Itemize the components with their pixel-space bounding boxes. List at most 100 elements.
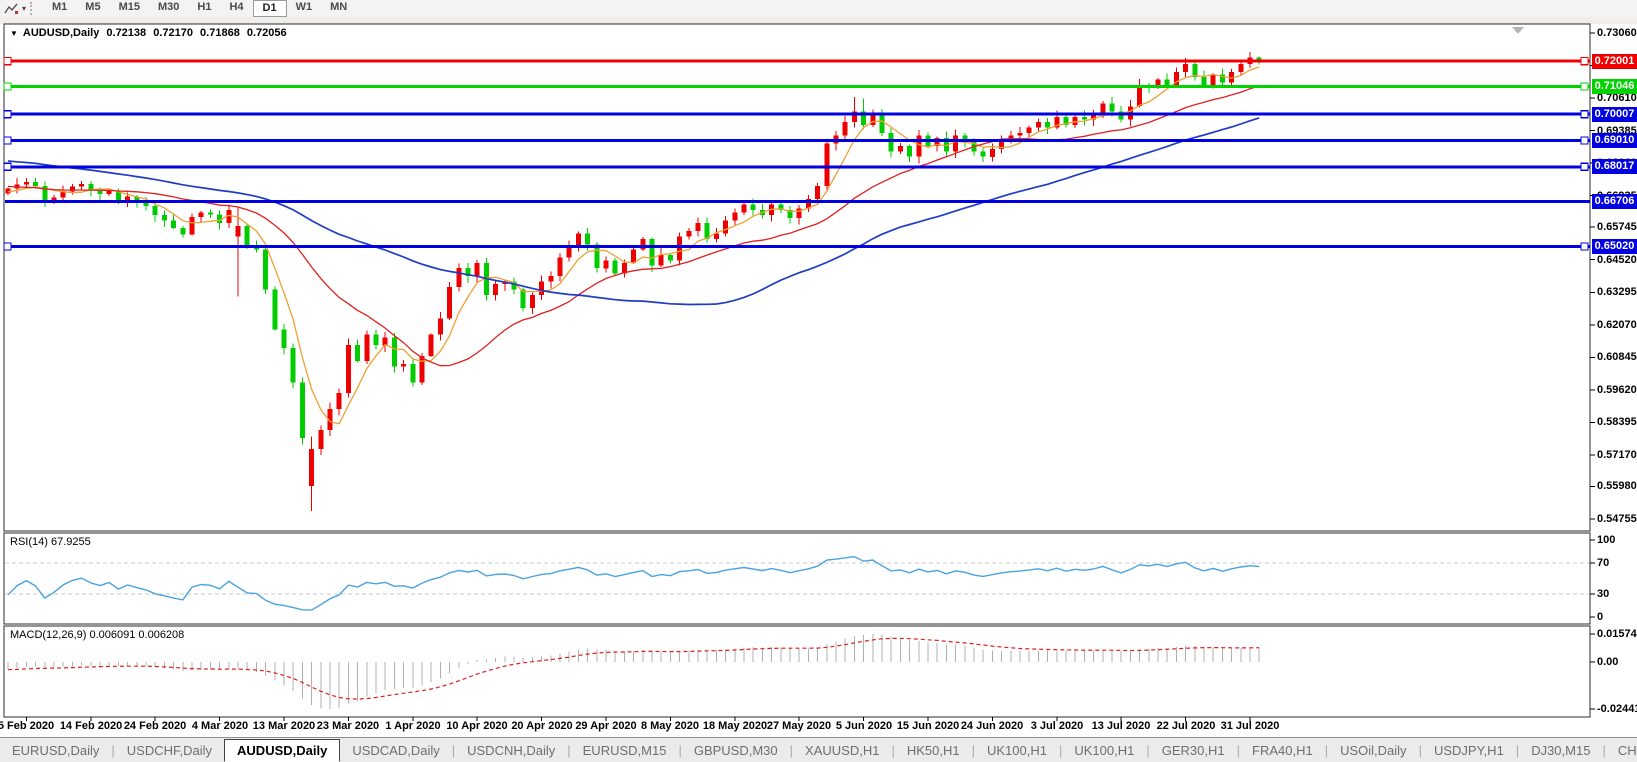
date-axis-label: 31 Jul 2020 (1220, 720, 1280, 732)
chevron-down-icon[interactable]: ▾ (22, 4, 27, 13)
macd-axis-tick: -0.024411 (1597, 703, 1637, 715)
price-axis-tick: 0.57170 (1597, 449, 1637, 461)
horizontal-level-line-0.70007[interactable] (5, 112, 1590, 116)
horizontal-level-line-0.71046[interactable] (5, 85, 1590, 88)
main-chart-panel[interactable] (3, 23, 1591, 532)
window-chrome-strip (0, 17, 1637, 24)
line-handle[interactable] (1580, 242, 1589, 251)
chart-line-tool-icon[interactable] (4, 3, 19, 15)
chart-tab-uk100-h1[interactable]: UK100,H1 (986, 743, 1047, 758)
tab-separator: | (1418, 743, 1422, 758)
toolbar-grip-handle[interactable] (30, 2, 37, 15)
macd-axis-tick: 0.00 (1597, 656, 1619, 668)
date-axis-label: 18 May 2020 (702, 720, 768, 732)
quote-close: 0.72056 (246, 27, 287, 39)
timeframe-button-h1[interactable]: H1 (197, 1, 212, 13)
date-axis-label: 20 Apr 2020 (511, 720, 573, 732)
timeframe-button-h4[interactable]: H4 (229, 1, 244, 13)
horizontal-level-line-0.68017[interactable] (5, 165, 1590, 169)
horizontal-level-line-0.69010[interactable] (5, 139, 1590, 142)
date-axis-label: 5 Feb 2020 (0, 720, 55, 732)
date-axis-label: 13 Jul 2020 (1091, 720, 1151, 732)
date-axis-label: 5 Jun 2020 (835, 720, 893, 732)
symbol-dropdown-icon[interactable]: ▼ (10, 29, 18, 38)
price-level-box: 0.71046 (1592, 79, 1637, 94)
candlestick-series (5, 51, 1262, 512)
timeframe-button-m1[interactable]: M1 (52, 1, 68, 13)
chart-tab-usdcnh-daily[interactable]: USDCNH,Daily (467, 743, 556, 758)
date-axis-label: 15 Jun 2020 (896, 720, 960, 732)
chart-tab-china300-h4[interactable]: CHINA300,H4 (1617, 743, 1637, 758)
price-axis-tick: 0.65745 (1597, 221, 1637, 233)
timeframe-button-d1[interactable]: D1 (252, 0, 287, 17)
price-level-box: 0.72001 (1592, 54, 1637, 69)
ma-slow-line (7, 117, 1260, 306)
line-handle[interactable] (1580, 162, 1589, 172)
tab-separator: | (1602, 743, 1606, 758)
rsi-axis-tick: 70 (1597, 557, 1610, 569)
timeframe-button-m15[interactable]: M15 (118, 1, 140, 13)
tab-separator: | (567, 743, 571, 758)
price-axis-tick: 0.63295 (1597, 286, 1637, 298)
chart-tab-eurusd-m15[interactable]: EURUSD,M15 (582, 743, 667, 758)
line-handle[interactable] (1580, 56, 1589, 66)
line-handle[interactable] (1580, 109, 1589, 119)
line-handle[interactable] (1580, 136, 1589, 145)
tab-separator: | (891, 743, 895, 758)
line-handle[interactable] (3, 82, 12, 91)
date-axis-label: 27 May 2020 (766, 720, 832, 732)
tab-separator: | (111, 743, 115, 758)
chart-tab-hk50-h1[interactable]: HK50,H1 (906, 743, 960, 758)
line-handle[interactable] (3, 242, 12, 251)
chart-tabs-bar: EURUSD,Daily | USDCHF,Daily AUDUSD,Daily USD… (0, 737, 1637, 762)
date-axis-label: 14 Feb 2020 (59, 720, 123, 732)
timeframe-button-m5[interactable]: M5 (85, 1, 101, 13)
chart-tab-usdjpy-h1[interactable]: USDJPY,H1 (1433, 743, 1504, 758)
tab-separator: | (1058, 743, 1063, 758)
line-handle[interactable] (3, 109, 12, 119)
line-handle[interactable] (3, 56, 12, 66)
chart-tab-ger30-h1[interactable]: GER30,H1 (1161, 743, 1225, 758)
line-handle[interactable] (3, 162, 12, 172)
horizontal-level-line-0.65020[interactable] (5, 245, 1590, 248)
line-handle[interactable] (1580, 82, 1589, 91)
date-axis-label: 23 Mar 2020 (316, 720, 380, 732)
macd-axis-tick: 0.015741 (1597, 628, 1637, 640)
price-axis-tick: 0.64520 (1597, 254, 1637, 266)
chart-canvas (3, 23, 1595, 721)
date-axis-label: 4 Mar 2020 (191, 720, 249, 732)
chart-tab-usdcad-daily[interactable]: USDCAD,Daily (352, 743, 440, 758)
price-level-box: 0.65020 (1592, 239, 1637, 254)
chart-tab-eurusd-daily[interactable]: EURUSD,Daily (12, 743, 100, 758)
quote-open: 0.72138 (106, 27, 147, 39)
date-axis-label: 24 Feb 2020 (123, 720, 187, 732)
chart-tab-uk100-h1[interactable]: UK100,H1 (1074, 743, 1135, 758)
chart-tab-audusd-daily[interactable]: AUDUSD,Daily (224, 739, 341, 762)
chart-tab-usoil-daily[interactable]: USOil,Daily (1340, 743, 1407, 758)
timeframe-button-mn[interactable]: MN (330, 1, 348, 13)
macd-histogram (7, 634, 1260, 709)
chart-tab-usdchf-daily[interactable]: USDCHF,Daily (126, 743, 213, 758)
date-axis-label: 10 Apr 2020 (446, 720, 508, 732)
price-level-box: 0.69010 (1592, 133, 1637, 148)
chart-tab-fra40-h1[interactable]: FRA40,H1 (1252, 743, 1313, 758)
date-axis-label: 13 Mar 2020 (252, 720, 316, 732)
chart-tab-gbpusd-m30[interactable]: GBPUSD,M30 (693, 743, 778, 758)
timeframe-button-m30[interactable]: M30 (157, 1, 180, 13)
horizontal-level-line-0.72001[interactable] (5, 59, 1590, 63)
line-handle[interactable] (3, 136, 12, 145)
chart-title: ▼ AUDUSD,Daily 0.72138 0.72170 0.71868 0.… (10, 27, 291, 39)
rsi-panel[interactable] (3, 532, 1591, 625)
chart-tab-xauusd-h1[interactable]: XAUUSD,H1 (805, 743, 880, 758)
price-level-box: 0.68017 (1592, 159, 1637, 174)
price-axis-tick: 0.55980 (1597, 480, 1637, 492)
date-axis-label: 1 Apr 2020 (385, 720, 441, 732)
horizontal-level-line-0.66706[interactable] (5, 200, 1590, 204)
price-axis-tick: 0.54755 (1597, 513, 1637, 525)
timeframe-button-w1[interactable]: W1 (295, 1, 313, 13)
price-axis-tick: 0.73060 (1597, 27, 1637, 39)
quote-high: 0.72170 (153, 27, 193, 39)
chart-tab-dj30-m15[interactable]: DJ30,M15 (1531, 743, 1591, 758)
macd-panel[interactable] (3, 625, 1591, 718)
rsi-axis-tick: 100 (1597, 534, 1616, 546)
